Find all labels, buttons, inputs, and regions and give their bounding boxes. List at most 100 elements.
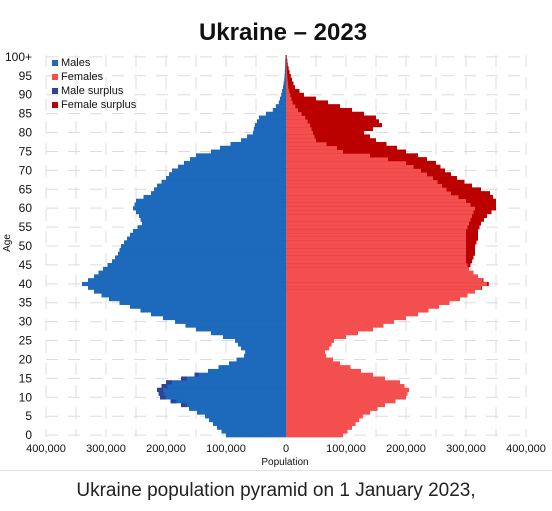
male-bar <box>230 141 286 147</box>
male-bar <box>208 368 286 374</box>
male-bar <box>178 164 286 169</box>
female-bar <box>286 81 288 86</box>
female-bar <box>286 259 466 264</box>
male-bar <box>109 297 286 302</box>
age-tick-label: 45 <box>19 258 33 272</box>
female-bar <box>286 263 468 268</box>
female-surplus-bar <box>286 96 316 101</box>
age-tick-label: 55 <box>19 220 33 234</box>
male-bar <box>98 270 286 275</box>
age-tick-label: 95 <box>19 69 33 83</box>
male-bar <box>139 213 286 218</box>
female-surplus-bar <box>286 92 304 97</box>
male-bar <box>275 104 286 109</box>
male-bar <box>151 312 286 317</box>
male-bar <box>154 187 286 192</box>
female-bar <box>286 391 408 396</box>
male-bar <box>124 240 286 245</box>
female-bar <box>286 384 405 389</box>
male-bar <box>158 391 286 396</box>
male-bar <box>134 202 286 207</box>
female-bar <box>286 319 394 324</box>
population-tick-label: 100,000 <box>206 443 246 455</box>
male-bar <box>181 402 286 408</box>
male-bar <box>229 361 286 366</box>
legend-label: Female surplus <box>61 99 137 111</box>
male-bar <box>189 406 286 411</box>
female-bar <box>286 353 327 358</box>
chart-title: Ukraine – 2023 <box>199 19 367 46</box>
male-bar <box>280 96 286 101</box>
female-bar <box>286 361 340 366</box>
legend-label: Females <box>61 71 104 83</box>
male-bar <box>136 210 286 215</box>
female-bar <box>286 73 288 79</box>
male-bar <box>282 89 286 94</box>
female-bar <box>286 425 352 430</box>
female-bar <box>286 414 363 419</box>
female-bar <box>286 206 475 211</box>
male-bar <box>137 225 286 230</box>
male-bar <box>236 357 286 362</box>
male-bar <box>161 384 286 389</box>
age-tick-label: 65 <box>19 182 33 196</box>
female-bar <box>286 176 433 181</box>
male-bar <box>221 429 286 434</box>
male-bar <box>121 244 286 249</box>
age-tick-label: 5 <box>25 409 32 423</box>
population-tick-label: 0 <box>283 443 289 455</box>
male-bar <box>112 259 286 264</box>
female-surplus-bar <box>286 70 290 75</box>
female-bar <box>286 281 487 287</box>
female-bar <box>286 232 466 237</box>
legend-swatch <box>52 88 58 94</box>
male-bar <box>127 236 286 241</box>
x-axis-label: Population <box>261 457 308 468</box>
age-tick-label: 50 <box>19 239 33 253</box>
male-bar <box>172 168 286 173</box>
female-bar <box>286 164 414 169</box>
female-bar <box>286 157 388 162</box>
female-bar <box>286 293 468 298</box>
male-bar <box>160 395 286 400</box>
caption-bar: Ukraine population pyramid on 1 January … <box>0 470 552 511</box>
female-bar <box>286 96 292 101</box>
female-bar <box>286 149 343 154</box>
legend-label: Males <box>61 57 91 69</box>
female-bar <box>286 89 290 94</box>
female-bar <box>286 202 471 207</box>
male-bar <box>101 293 286 298</box>
image-caption: Ukraine population pyramid on 1 January … <box>76 480 476 501</box>
male-bar <box>284 66 286 71</box>
female-surplus-bar <box>286 107 352 113</box>
population-tick-label: 400,000 <box>506 443 546 455</box>
age-tick-label: 60 <box>19 201 33 215</box>
female-surplus-bar <box>286 149 406 154</box>
legend-swatch <box>52 60 58 66</box>
male-bar <box>226 433 286 438</box>
age-tick-label: 70 <box>19 163 33 177</box>
female-bar <box>286 372 373 377</box>
population-tick-label: 200,000 <box>386 443 426 455</box>
female-bar <box>286 92 291 97</box>
male-bar <box>130 304 286 309</box>
female-bar <box>286 376 385 381</box>
male-bar <box>103 266 286 271</box>
male-bar <box>278 100 286 105</box>
population-pyramid-chart: Ukraine – 2023 0 5 10 15 20 25 30 35 40 45 50 55 60 6… <box>2 19 546 468</box>
age-tick-label: 100+ <box>5 50 32 64</box>
y-axis-label: Age <box>2 234 13 252</box>
female-bar <box>286 418 360 423</box>
female-bar <box>286 247 466 253</box>
age-tick-label: 85 <box>19 107 33 121</box>
female-bar <box>286 365 351 370</box>
male-bar <box>130 232 286 237</box>
male-bar <box>133 206 286 211</box>
population-tick-label: 300,000 <box>446 443 486 455</box>
male-bar <box>194 372 286 377</box>
male-bar <box>205 414 286 419</box>
female-bar <box>286 179 438 184</box>
female-bar <box>286 107 298 113</box>
male-bar <box>157 387 286 392</box>
age-tick-label: 10 <box>19 390 33 404</box>
